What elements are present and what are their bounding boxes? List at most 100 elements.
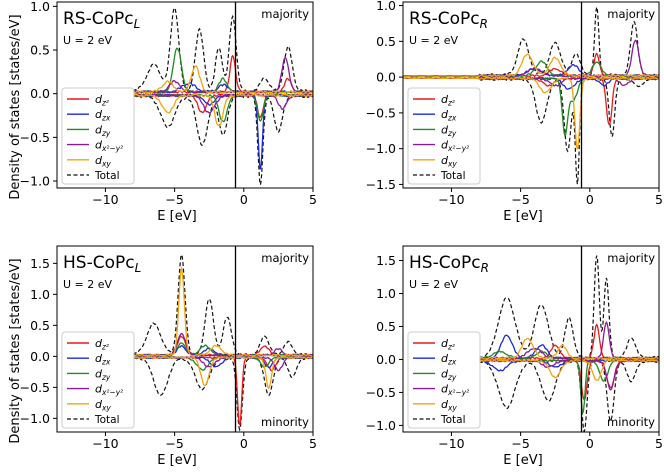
series-dzy-up <box>133 342 313 357</box>
y-tick-label: −1.0 <box>366 418 396 433</box>
legend-sub: zy <box>101 129 111 138</box>
legend-label-dzy: dzy <box>95 123 111 138</box>
y-tick-label: −0.5 <box>20 380 50 395</box>
legend-label-dx2y2: dx²−y² <box>95 383 123 398</box>
plot-area <box>403 6 659 185</box>
y-tick-label: 1.5 <box>30 256 50 271</box>
minority-label: minority <box>607 415 655 429</box>
series-dxy-up <box>403 53 659 78</box>
panel-title-main: RS-CoPc <box>63 9 134 29</box>
panel-title-sub: R <box>481 261 489 275</box>
x-axis-label: E [eV] <box>157 209 196 224</box>
legend-sub: x²−y² <box>101 388 123 397</box>
legend-label-dxy: dxy <box>441 154 457 169</box>
panel-subtitle: U = 2 eV <box>409 34 459 47</box>
legend-main: Total <box>440 170 466 182</box>
x-tick-label: 0 <box>586 192 594 207</box>
series-dz2-down <box>479 359 659 401</box>
legend-label-dz2: dz² <box>95 93 109 108</box>
legend-label-dz2: dz² <box>441 337 455 352</box>
axes-frame <box>56 1 314 189</box>
legend-main: Total <box>440 414 466 426</box>
panel-title: RS-CoPcR <box>409 9 488 31</box>
y-tick-label: 0.5 <box>30 43 50 58</box>
y-tick-label: −1.0 <box>20 411 50 426</box>
legend-label-total: Total <box>440 414 466 426</box>
y-tick-label: −0.5 <box>366 385 396 400</box>
y-tick-label: 0.0 <box>376 70 396 85</box>
y-tick-label: −1.0 <box>366 141 396 156</box>
legend-main: d <box>441 367 449 380</box>
plot-area <box>132 252 313 432</box>
panel-title: HS-CoPcL <box>63 253 141 275</box>
legend-sub: xy <box>447 403 457 412</box>
x-tick-label: 0 <box>240 192 248 207</box>
legend-main: d <box>441 352 449 365</box>
x-tick-label: −10 <box>92 192 118 207</box>
legend-sub: xy <box>101 403 111 412</box>
legend-label-dzx: dzx <box>95 108 111 123</box>
series-dxy-up <box>479 337 659 360</box>
legend-sub: z² <box>447 99 455 108</box>
legend-sub: x²−y² <box>447 144 469 153</box>
series-total-up <box>132 6 313 93</box>
legend-main: d <box>441 398 449 411</box>
legend-main: d <box>95 337 103 350</box>
y-tick-label: −0.5 <box>20 130 50 145</box>
x-tick-label: −5 <box>165 192 183 207</box>
majority-label: majority <box>261 7 309 21</box>
legend-label-dzx: dzx <box>95 352 111 367</box>
panel-1: −10 −5 0 5 −1.0 −0.5 0.0 0.5 1.0 E [eV] Density of… <box>8 0 317 224</box>
x-tick-label: −5 <box>511 436 529 451</box>
y-tick-label: 1.0 <box>376 286 396 301</box>
legend-label-dzy: dzy <box>441 367 457 382</box>
series-total-down <box>133 94 313 185</box>
legend-sub: zx <box>447 114 457 123</box>
panel-title-sub: L <box>134 17 141 31</box>
series-dxy-down <box>403 76 659 150</box>
panel-title-main: HS-CoPc <box>409 253 481 273</box>
legend-label-dzx: dzx <box>441 352 457 367</box>
panel-3: −10 −5 0 5 −1.0 −0.5 0.0 0.5 1.0 1.5 E [eV] Density… <box>8 245 317 468</box>
plot-area <box>478 255 659 432</box>
x-tick-label: 5 <box>655 192 663 207</box>
legend-label-total: Total <box>440 170 466 182</box>
legend-main: Total <box>94 414 120 426</box>
y-tick-label: 0.0 <box>376 352 396 367</box>
series-dxy-down <box>133 355 313 390</box>
legend-sub: zy <box>101 373 111 382</box>
legend-label-dxy: dxy <box>441 398 457 413</box>
series-total-up <box>132 252 313 356</box>
y-tick-label: −0.5 <box>366 105 396 120</box>
y-tick-label: 0.0 <box>30 349 50 364</box>
series-dx2y2-down <box>132 93 313 114</box>
legend-label-dx2y2: dx²−y² <box>441 139 469 154</box>
panel-4: −10 −5 0 5 −1.0 −0.5 0.0 0.5 1.0 1.5 E [eV] HS-CoPc… <box>366 245 663 468</box>
legend-sub: zy <box>447 129 457 138</box>
y-tick-label: 1.0 <box>376 0 396 13</box>
y-axis-label: Density of states [states/eV] <box>8 258 23 443</box>
series-dzy-down <box>132 93 313 123</box>
y-tick-label: 1.5 <box>376 253 396 268</box>
legend-label-total: Total <box>94 170 120 182</box>
series-dxy-down <box>479 359 659 381</box>
legend-sub: z² <box>101 99 109 108</box>
legend-main: d <box>441 108 449 121</box>
x-tick-label: 0 <box>240 436 248 451</box>
legend-main: d <box>95 139 103 152</box>
x-tick-label: 5 <box>655 436 663 451</box>
legend-main: d <box>95 154 103 167</box>
y-tick-label: 0.5 <box>30 318 50 333</box>
y-tick-label: −1.0 <box>20 174 50 189</box>
x-tick-label: −10 <box>438 192 464 207</box>
legend-sub: xy <box>101 159 111 168</box>
legend-label-dz2: dz² <box>95 337 109 352</box>
legend-sub: z² <box>447 343 455 352</box>
legend-sub: zx <box>447 358 457 367</box>
series-dxy-down <box>132 93 313 127</box>
legend-label-dx2y2: dx²−y² <box>95 139 123 154</box>
x-tick-label: −5 <box>165 436 183 451</box>
